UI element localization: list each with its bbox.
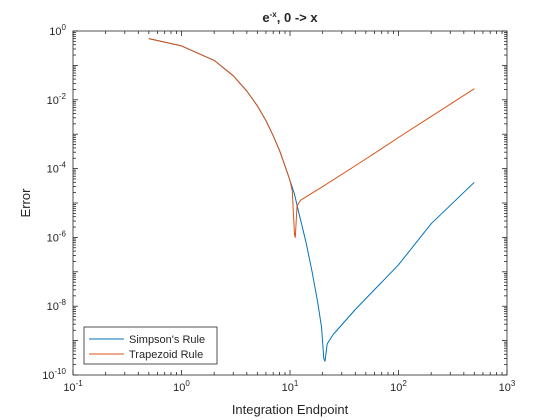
y-tick-label: 100: [49, 23, 66, 38]
legend: Simpson's Rule Trapezoid Rule: [83, 326, 218, 365]
y-axis-label: Error: [18, 188, 33, 218]
y-tick-label: 10-6: [47, 229, 67, 244]
series-group: [148, 38, 475, 362]
y-tick-label: 10-8: [47, 298, 67, 313]
axes: [72, 30, 508, 376]
x-tick-labels: 10-1 100 101 102 103: [63, 379, 516, 394]
chart-title: e-x, 0 -> x: [262, 10, 318, 25]
x-tick-label: 10-1: [63, 379, 83, 394]
y-tick-label: 10-2: [47, 92, 67, 107]
legend-label-trapezoid: Trapezoid Rule: [129, 349, 203, 361]
y-tick-label: 10-10: [42, 367, 66, 382]
y-tick-labels: 100 10-2 10-4 10-6 10-8 10-10: [42, 23, 66, 382]
legend-box: [83, 326, 218, 365]
series-line-1: [148, 38, 475, 238]
y-tick-label: 10-4: [47, 161, 67, 176]
x-axis-label: Integration Endpoint: [232, 402, 349, 417]
x-tick-label: 101: [282, 379, 299, 394]
x-tick-label: 102: [390, 379, 407, 394]
legend-label-simpson: Simpson's Rule: [129, 334, 205, 346]
x-tick-label: 103: [499, 379, 516, 394]
plot-area: [73, 31, 507, 375]
x-tick-label: 100: [173, 379, 190, 394]
